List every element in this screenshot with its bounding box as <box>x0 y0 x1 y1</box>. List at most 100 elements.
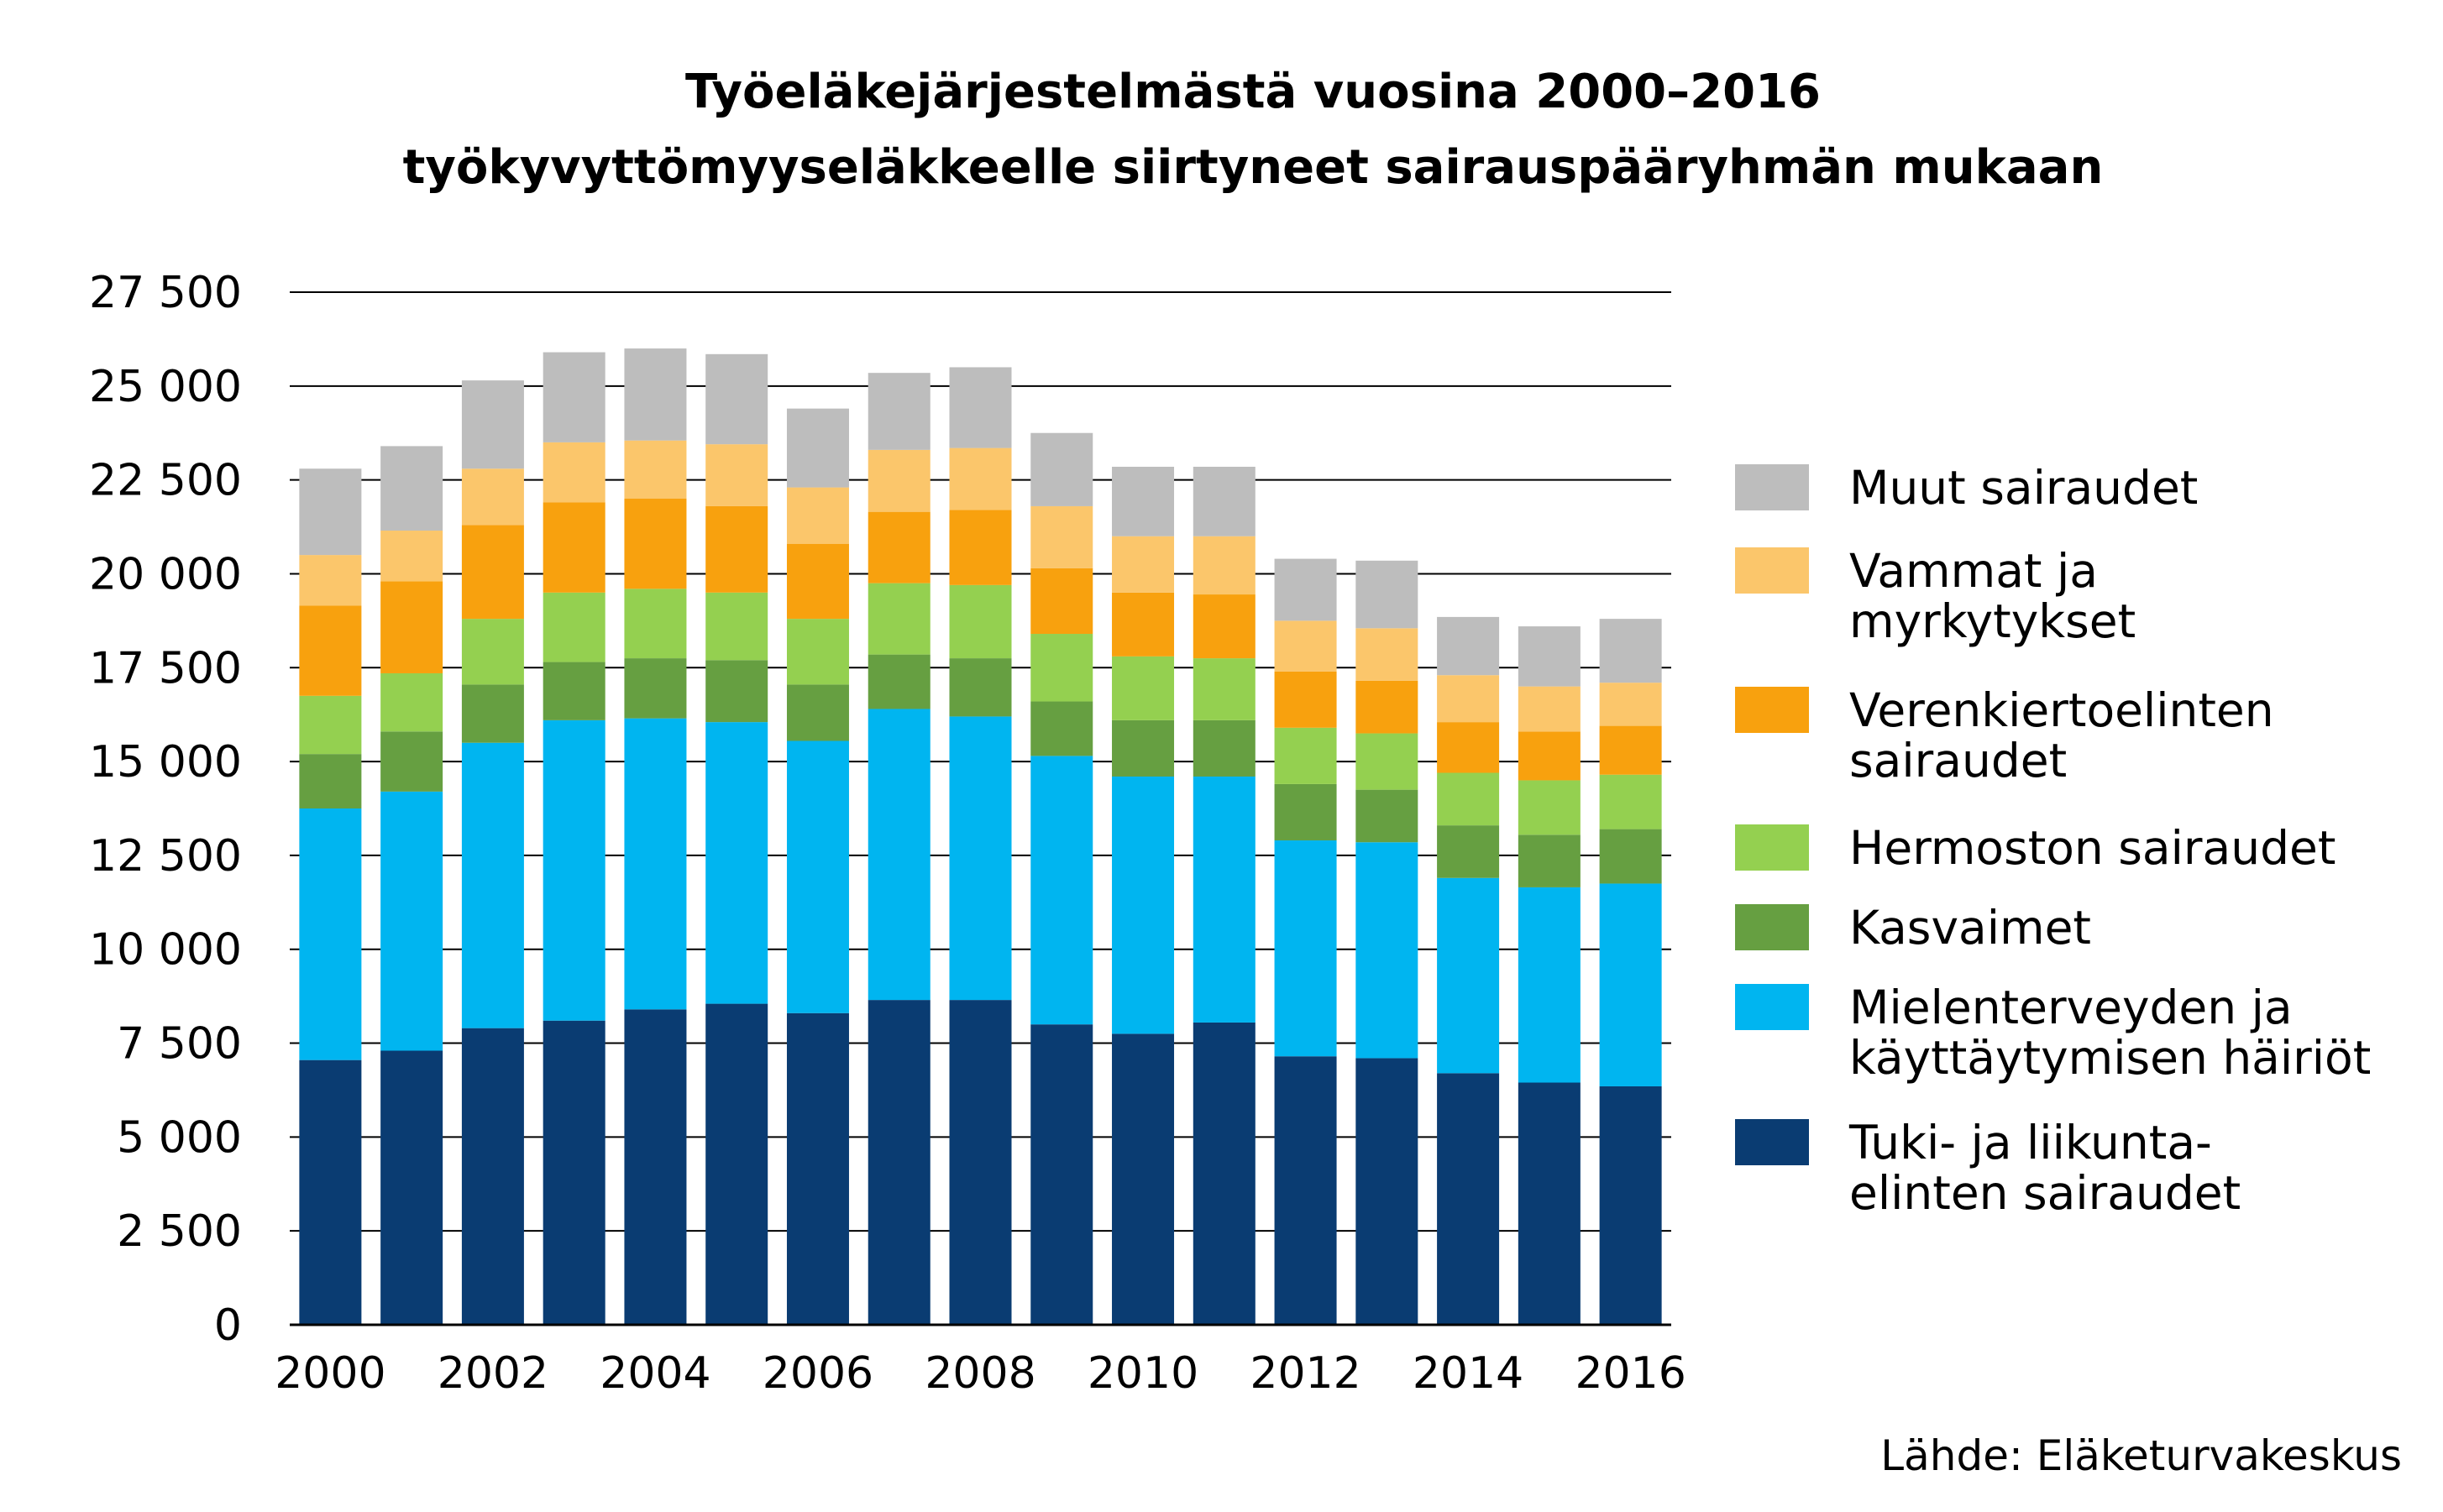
bar-segment <box>1193 719 1256 777</box>
bar-segment <box>705 660 768 723</box>
bar-segment <box>1355 733 1418 790</box>
bar-segment <box>1274 1056 1337 1325</box>
bar-segment <box>1274 620 1337 672</box>
bar-segment <box>868 583 931 655</box>
bar-segment <box>299 605 362 696</box>
legend-swatch <box>1735 464 1809 510</box>
bar-segment <box>543 502 606 593</box>
bar-segment <box>461 1028 524 1325</box>
legend-label: myrkytykset <box>1849 594 2136 648</box>
bar-segment <box>1355 789 1418 843</box>
x-tick-label: 2010 <box>1088 1348 1198 1399</box>
bar-segment <box>705 722 768 1004</box>
bar-segment <box>1274 671 1337 728</box>
bar-segment <box>543 1020 606 1325</box>
bar-segment <box>1599 829 1662 884</box>
bar-segment <box>299 695 362 755</box>
legend-label: Mielenterveyden ja <box>1849 981 2293 1034</box>
bar-segment <box>1274 783 1337 841</box>
legend-label: elinten sairaudet <box>1849 1166 2241 1220</box>
bar-segment <box>1274 727 1337 784</box>
bar-stacks <box>299 348 1662 1325</box>
bar-segment <box>786 543 849 620</box>
bar-segment <box>1355 1058 1418 1325</box>
legend-item: Kasvaimet <box>1735 901 2091 955</box>
bar-segment <box>624 718 687 1010</box>
bar-segment <box>299 1059 362 1325</box>
bar-segment <box>543 592 606 662</box>
y-tick-label: 12 500 <box>89 831 242 882</box>
bar-segment <box>868 654 931 709</box>
bar-segment <box>949 1000 1012 1325</box>
bar-segment <box>1030 756 1093 1025</box>
bar-segment <box>1437 675 1500 723</box>
y-tick-label: 27 500 <box>89 268 242 318</box>
bar-segment <box>868 511 931 583</box>
bar-segment <box>1437 825 1500 878</box>
bar-segment <box>1599 619 1662 683</box>
bar-segment <box>543 719 606 1021</box>
y-tick-label: 7 500 <box>117 1019 242 1070</box>
bar-segment <box>786 487 849 544</box>
y-tick-label: 10 000 <box>89 925 242 976</box>
bar-segment <box>1193 1022 1256 1325</box>
bar-segment <box>949 510 1012 585</box>
bar-segment <box>1193 658 1256 720</box>
y-tick-label: 20 000 <box>89 549 242 599</box>
bar-segment <box>1030 634 1093 702</box>
bar-segment <box>1193 536 1256 595</box>
bar-segment <box>1030 505 1093 568</box>
bar-segment <box>1518 686 1581 732</box>
chart-title-line-2: työkyvyttömyyseläkkeelle siirtyneet sair… <box>403 140 2104 195</box>
bar-segment <box>461 525 524 620</box>
legend-label: Tuki- ja liikunta- <box>1848 1116 2212 1169</box>
bar-segment <box>1112 1033 1175 1325</box>
legend-item: Hermoston sairaudet <box>1735 821 2336 875</box>
legend-label: sairaudet <box>1849 734 2067 787</box>
bar-segment <box>1030 432 1093 506</box>
bar-segment <box>786 619 849 685</box>
legend-swatch <box>1735 984 1809 1030</box>
bar-segment <box>1437 772 1500 826</box>
bar-segment <box>868 449 931 512</box>
bar-segment <box>1112 592 1175 657</box>
bar-segment <box>461 619 524 685</box>
bar-segment <box>1518 1082 1581 1325</box>
x-tick-label: 2004 <box>600 1348 710 1399</box>
legend-item: Tuki- ja liikunta-elinten sairaudet <box>1735 1116 2241 1220</box>
legend-swatch <box>1735 687 1809 733</box>
legend-item: Muut sairaudet <box>1735 461 2198 515</box>
bar-segment <box>624 440 687 499</box>
bar-segment <box>380 731 443 792</box>
bar-segment <box>786 684 849 741</box>
legend-swatch <box>1735 547 1809 594</box>
bar-segment <box>299 555 362 606</box>
bar-segment <box>1599 1086 1662 1325</box>
bar-segment <box>380 672 443 732</box>
bar-segment <box>1274 558 1337 621</box>
x-axis-tick-labels: 2000 2002 2004 2006 2008 2010 2012 2014 2016 <box>275 1348 1686 1399</box>
bar-segment <box>949 447 1012 510</box>
bar-segment <box>624 348 687 441</box>
y-tick-label: 0 <box>214 1300 242 1351</box>
bar-segment <box>1355 560 1418 629</box>
bar-segment <box>1518 780 1581 835</box>
bar-segment <box>949 367 1012 448</box>
bar-segment <box>380 446 443 531</box>
bar-segment <box>380 531 443 582</box>
bar-segment <box>1518 887 1581 1083</box>
bar-segment <box>543 352 606 442</box>
chart-title-line-1: Työeläkejärjestelmästä vuosina 2000–2016 <box>685 65 1821 119</box>
legend-swatch <box>1735 904 1809 950</box>
bar-segment <box>1599 725 1662 775</box>
legend-label: Kasvaimet <box>1849 901 2091 955</box>
bar-segment <box>868 1000 931 1325</box>
bar-segment <box>624 1009 687 1325</box>
bar-segment <box>1518 834 1581 887</box>
bar-segment <box>1193 594 1256 659</box>
bar-segment <box>705 444 768 506</box>
x-tick-label: 2012 <box>1250 1348 1360 1399</box>
bar-segment <box>1030 1024 1093 1325</box>
